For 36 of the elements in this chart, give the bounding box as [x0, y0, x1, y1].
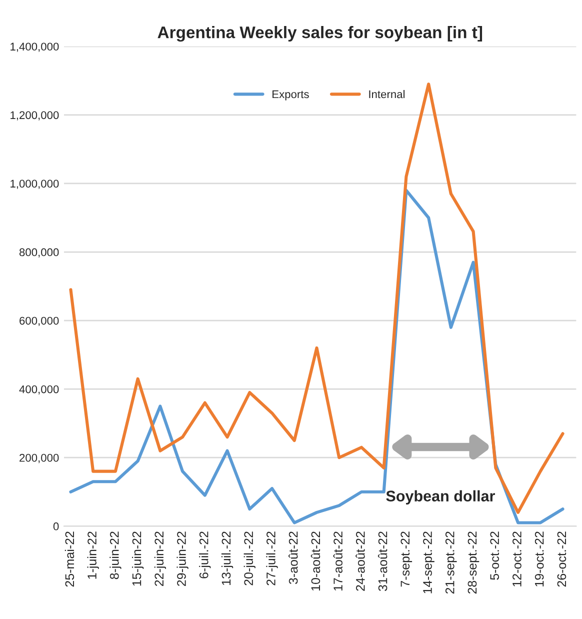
- x-tick-label: 19-oct.-22: [534, 532, 544, 586]
- x-tick-label: 6-juil.-22: [199, 532, 211, 578]
- chart-title: Argentina Weekly sales for soybean [in t]: [158, 26, 482, 42]
- x-tick-label: 14-sept.-22: [423, 532, 434, 594]
- x-tick-label: 29-juin-22: [176, 532, 188, 586]
- legend-label: Exports: [272, 90, 309, 100]
- x-tick-label: 22-juin-22: [154, 532, 166, 586]
- x-tick-label: 8-juin-22: [110, 532, 122, 580]
- x-tick-label: 15-juin-22: [132, 532, 144, 586]
- x-tick-label: 13-juil.-22: [221, 532, 234, 585]
- x-tick-label: 27-juil.-22: [266, 532, 278, 586]
- y-tick-label: 1,400,000: [10, 42, 59, 52]
- y-tick-label: 200,000: [20, 454, 59, 464]
- x-tick-label: 17-août-22: [333, 532, 342, 591]
- y-tick-label: 1,000,000: [10, 180, 59, 189]
- y-tick-label: 800,000: [19, 248, 59, 258]
- y-tick-label: 0: [53, 522, 59, 530]
- line-series: [69, 82, 564, 514]
- x-tick-label: 5-oct.-22: [490, 532, 500, 580]
- x-tick-label: 10-août-22: [310, 532, 320, 591]
- x-tick-label: 28-sept.-22: [468, 532, 480, 594]
- x-tick-label: 24-août-22: [356, 532, 365, 591]
- x-tick-label: 26-oct.-22: [557, 532, 566, 587]
- y-tick-label: 600,000: [20, 316, 59, 326]
- x-tick-label: 31-août-22: [378, 532, 388, 591]
- annotation: Soybean dollar: [386, 490, 495, 504]
- x-tick-label: 7-sept.-22: [400, 532, 412, 587]
- x-tick-label: 20-juil.-22: [244, 532, 256, 586]
- y-tick-label: 1,200,000: [10, 111, 59, 120]
- x-tick-label: 21-sept.-22: [445, 532, 457, 594]
- x-tick-label: 1-juin-22: [87, 532, 99, 579]
- y-tick-label: 400,000: [19, 385, 59, 395]
- x-tick-label: 25-mai-22: [64, 532, 74, 587]
- x-tick-label: 3-août-22: [288, 532, 298, 584]
- legend-label: Internal: [369, 90, 404, 98]
- x-tick-label: 12-oct.-22: [512, 532, 522, 586]
